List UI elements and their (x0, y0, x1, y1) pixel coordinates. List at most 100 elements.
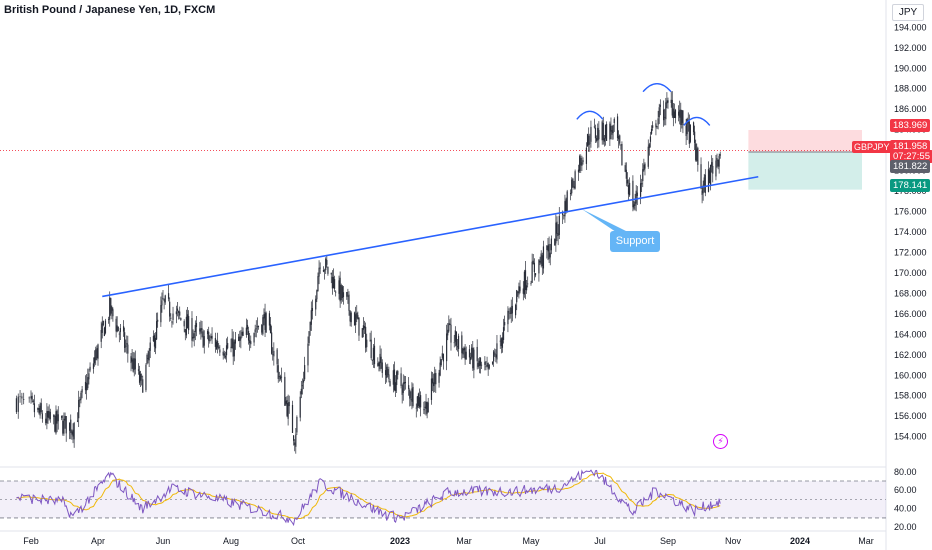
candle-body (439, 362, 441, 376)
candle-body (479, 357, 482, 366)
candle-body (331, 276, 333, 289)
candle-body (665, 102, 667, 120)
candle-body (88, 373, 90, 380)
candle-body (633, 204, 635, 209)
candle-body (519, 286, 521, 292)
candle-body (101, 323, 103, 333)
candle-body (625, 169, 627, 179)
candle-body (685, 125, 687, 137)
candle-body (87, 377, 89, 389)
candle-body (192, 336, 194, 339)
time-axis[interactable]: Feb Apr Jun Aug Oct 2023 Mar May Jul Sep Nov 2024 Ma… (23, 536, 874, 546)
candle-body (112, 309, 114, 317)
candle-body (194, 324, 196, 333)
candle-body (433, 382, 435, 387)
candle-body (423, 409, 425, 411)
candle-body (461, 335, 463, 354)
candle-body (478, 360, 480, 366)
candle-body (261, 324, 263, 333)
candle-body (255, 328, 257, 330)
candle-body (37, 408, 39, 410)
candle-body (711, 162, 713, 167)
candle-body (603, 138, 605, 142)
candle-body (191, 318, 193, 341)
head-shoulders-arcs[interactable] (576, 82, 711, 126)
candle-body (704, 174, 706, 193)
candle-body (126, 343, 128, 345)
candle-body (491, 361, 494, 364)
candle-body (140, 373, 142, 381)
candle-body (397, 370, 399, 375)
candle-body (61, 415, 63, 418)
currency-selector[interactable]: JPY (892, 4, 924, 21)
support-callout[interactable]: Support (610, 231, 660, 252)
candle-body (54, 415, 56, 432)
candle-body (211, 335, 213, 339)
candle-body (350, 312, 352, 323)
candle-body (365, 326, 367, 348)
candle-body (39, 405, 41, 416)
candle-body (446, 333, 448, 362)
candle-body (134, 358, 136, 370)
candle-body (572, 178, 574, 187)
candle-body (23, 399, 25, 400)
candle-body (130, 356, 132, 364)
candle-body (454, 330, 456, 342)
candle-body (242, 331, 244, 336)
candle-body (363, 326, 366, 329)
candle-body (288, 401, 290, 407)
candle-body (488, 364, 490, 369)
candle-body (286, 400, 288, 416)
candle-body (531, 261, 533, 283)
candle-body (717, 160, 719, 167)
candle-body (214, 338, 216, 347)
candle-body (447, 329, 449, 336)
take-profit-zone[interactable] (748, 151, 862, 190)
candle-body (335, 291, 337, 293)
candle-body (471, 347, 473, 358)
candle-body (635, 190, 637, 204)
candle-body (262, 317, 264, 335)
time-tick-label: Mar (456, 536, 472, 546)
candle-body (302, 380, 305, 383)
candle-body (125, 345, 127, 347)
candle-body (499, 340, 501, 342)
candle-body (40, 403, 42, 413)
candle-body (510, 307, 512, 315)
candle-body (308, 331, 310, 343)
candle-body (473, 349, 475, 371)
candle-body (392, 370, 394, 385)
candle-body (341, 286, 343, 299)
candle-body (361, 328, 363, 338)
candle-body (153, 335, 156, 347)
candle-body (546, 245, 548, 250)
candle-body (137, 369, 140, 371)
candle-body (203, 336, 205, 346)
candle-body (666, 100, 668, 104)
candle-body (269, 324, 272, 334)
lightning-icon[interactable]: ⚡ (713, 434, 728, 449)
candle-body (516, 290, 518, 303)
candle-body (566, 191, 568, 213)
candle-body (686, 118, 688, 135)
candle-body (356, 312, 358, 319)
candle-body (707, 169, 710, 192)
price-tick-label: 186.000 (894, 104, 927, 114)
price-tick-label: 188.000 (894, 84, 927, 94)
support-trendline[interactable] (102, 175, 759, 298)
candle-body (115, 318, 117, 332)
candle-body (185, 316, 188, 336)
candle-body (371, 359, 373, 361)
candle-body (138, 371, 141, 383)
candle-body (348, 294, 350, 311)
candle-body (670, 99, 672, 103)
candle-body (590, 126, 592, 142)
candle-body (369, 340, 371, 342)
candle-body (411, 388, 413, 402)
price-axis[interactable]: 154.000 156.000 158.000 160.000 162.000 164.0… (894, 22, 927, 441)
rsi-axis[interactable]: 20.00 40.00 60.00 80.00 (894, 467, 917, 532)
candle-body (449, 323, 451, 325)
candle-body (96, 348, 98, 359)
stop-loss-zone[interactable] (748, 129, 862, 152)
